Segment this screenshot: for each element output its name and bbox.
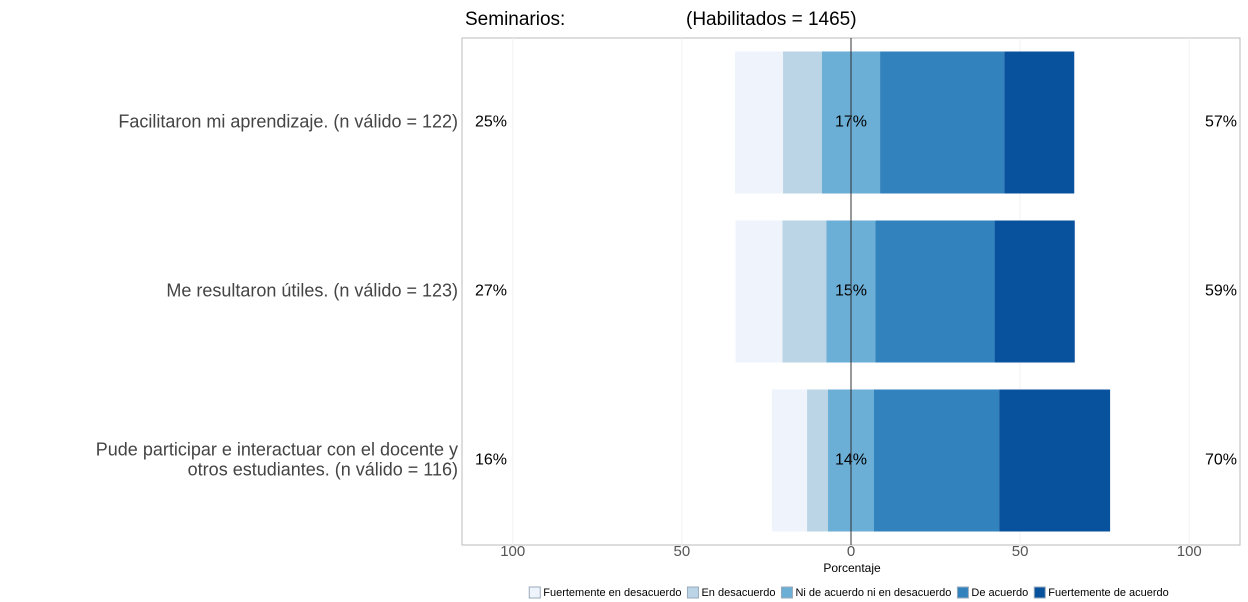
bar-segment — [807, 389, 828, 532]
bar-segment — [783, 51, 822, 194]
bar-segment — [771, 389, 808, 532]
legend-label: Fuertemente en desacuerdo — [543, 587, 681, 599]
legend-swatch — [528, 586, 541, 599]
legend-label: De acuerdo — [971, 587, 1028, 599]
x-tick-label: 50 — [674, 543, 691, 560]
x-tick-label: 50 — [1012, 543, 1029, 560]
right-value-label: 59% — [1205, 283, 1237, 300]
bar-segment — [875, 220, 995, 363]
category-label: Facilitaron mi aprendizaje. (n válido = … — [118, 111, 458, 131]
x-tick-label: 100 — [500, 543, 525, 560]
chart-title: Seminarios: — [465, 9, 565, 30]
left-value-label: 27% — [475, 283, 507, 300]
x-axis-label: Porcentaje — [823, 561, 881, 575]
bar-segment — [874, 389, 1000, 532]
bar-segment — [880, 51, 1005, 194]
chart-subtitle: (Habilitados = 1465) — [686, 9, 857, 30]
x-tick-label: 100 — [1177, 543, 1202, 560]
legend-label: Ni de acuerdo ni en desacuerdo — [795, 587, 951, 599]
right-value-label: 70% — [1205, 452, 1237, 469]
legend-swatch — [686, 586, 699, 599]
bar-segment — [999, 389, 1111, 532]
legend-label: Fuertemente de acuerdo — [1048, 587, 1168, 599]
category-label: otros estudiantes. (n válido = 116) — [188, 459, 458, 479]
x-tick-label: 0 — [847, 543, 855, 560]
left-value-label: 25% — [475, 114, 507, 131]
bar-segment — [994, 220, 1075, 363]
legend-swatch — [780, 586, 793, 599]
legend-label: En desacuerdo — [701, 587, 775, 599]
bar-segment — [734, 51, 784, 194]
bar-segment — [1004, 51, 1075, 194]
category-label: Me resultaron útiles. (n válido = 123) — [166, 280, 458, 300]
bar-segment — [735, 220, 783, 363]
left-value-label: 16% — [475, 452, 507, 469]
legend-swatch — [956, 586, 969, 599]
legend-swatch — [1033, 586, 1046, 599]
right-value-label: 57% — [1205, 114, 1237, 131]
category-label: Pude participar e interactuar con el doc… — [96, 439, 458, 459]
bar-segment — [782, 220, 827, 363]
